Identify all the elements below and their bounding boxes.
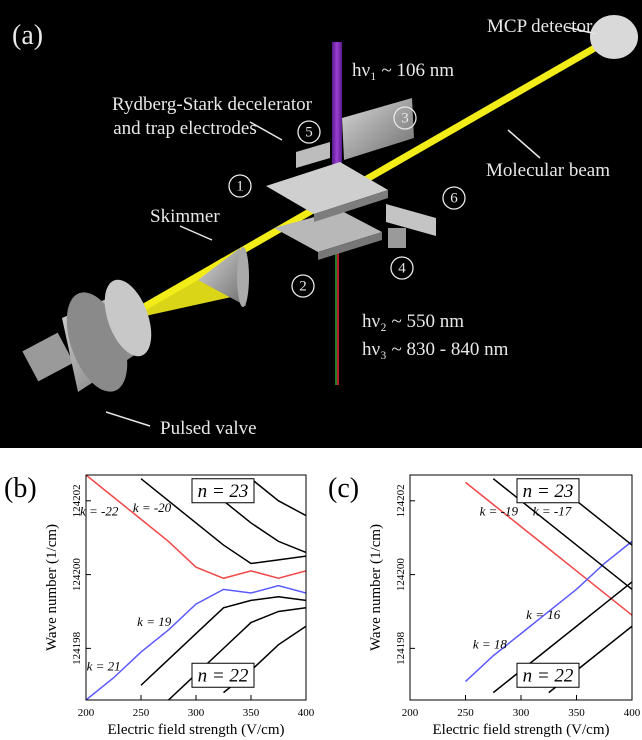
series-label: k = -20 [133,500,172,515]
series-label: k = 16 [526,607,561,622]
panel-a: (a) MCP detector hν₁ ~ 106 nm Rydberg-St… [0,0,642,448]
x-tick-label: 250 [457,707,474,719]
laser2-label: hν₂ ~ 550 nm [362,311,464,332]
chart-panel: (c) k = -19 k = 18 k = -17 k = 16 200 250 300 35… [328,473,641,738]
panel-label: (c) [328,473,359,504]
skimmer-label: Skimmer [150,206,220,227]
x-tick-label: 300 [188,707,205,719]
x-tick-label: 400 [298,707,315,719]
series-label: k = -19 [480,504,519,519]
x-tick-label: 250 [133,707,150,719]
electrode-number: 6 [450,190,458,206]
annotation: n = 23 [523,481,574,502]
annotation: n = 22 [198,665,249,686]
x-tick-label: 200 [78,707,95,719]
x-axis-label: Electric field strength (V/cm) [432,722,609,738]
page: {"diagram": { "label": "(a)", "mcp": "MC… [0,0,642,740]
skimmer-rim [237,247,249,307]
figure: (a) MCP detector hν₁ ~ 106 nm Rydberg-St… [0,0,642,740]
laser-ir [337,235,339,385]
electrode-number: 4 [398,260,406,276]
decelerator-label: and trap electrodes [113,118,256,139]
electrode-number: 2 [299,278,307,294]
electrode-number: 3 [401,110,409,126]
x-axis-label: Electric field strength (V/cm) [107,722,284,738]
x-tick-label: 350 [568,707,585,719]
annotation: n = 23 [198,481,249,502]
y-tick-label: 124200 [71,558,83,592]
x-tick-label: 350 [243,707,260,719]
electrode-number: 1 [236,178,244,194]
valve-label: Pulsed valve [160,418,257,439]
x-tick-label: 300 [513,707,530,719]
decelerator-label: Rydberg-Stark decelerator [112,94,313,115]
y-tick-label: 124202 [71,484,83,517]
panel-label: (a) [12,20,43,51]
y-tick-label: 124198 [395,631,407,665]
mcp-label: MCP detector [487,16,593,37]
series-label: k = 19 [137,614,172,629]
annotation: n = 22 [523,665,574,686]
y-axis-label: Wave number (1/cm) [368,524,384,651]
series-label: k = 21 [87,658,121,673]
y-tick-label: 124198 [71,631,83,665]
line [251,479,306,516]
x-tick-label: 400 [624,707,641,719]
laser3-label: hν₃ ~ 830 - 840 nm [362,339,509,360]
series-label: k = 18 [473,636,508,651]
y-tick-label: 124200 [395,558,407,592]
laser1-label: hν₁ ~ 106 nm [352,60,454,81]
y-axis-label: Wave number (1/cm) [44,524,60,651]
x-tick-label: 200 [402,707,419,719]
beam-label: Molecular beam [486,160,610,181]
electrode-number: 5 [305,124,313,140]
panel-label: (b) [4,473,37,504]
mcp-detector [590,15,638,59]
y-tick-label: 124202 [395,484,407,517]
series-label: k = -17 [533,504,572,519]
